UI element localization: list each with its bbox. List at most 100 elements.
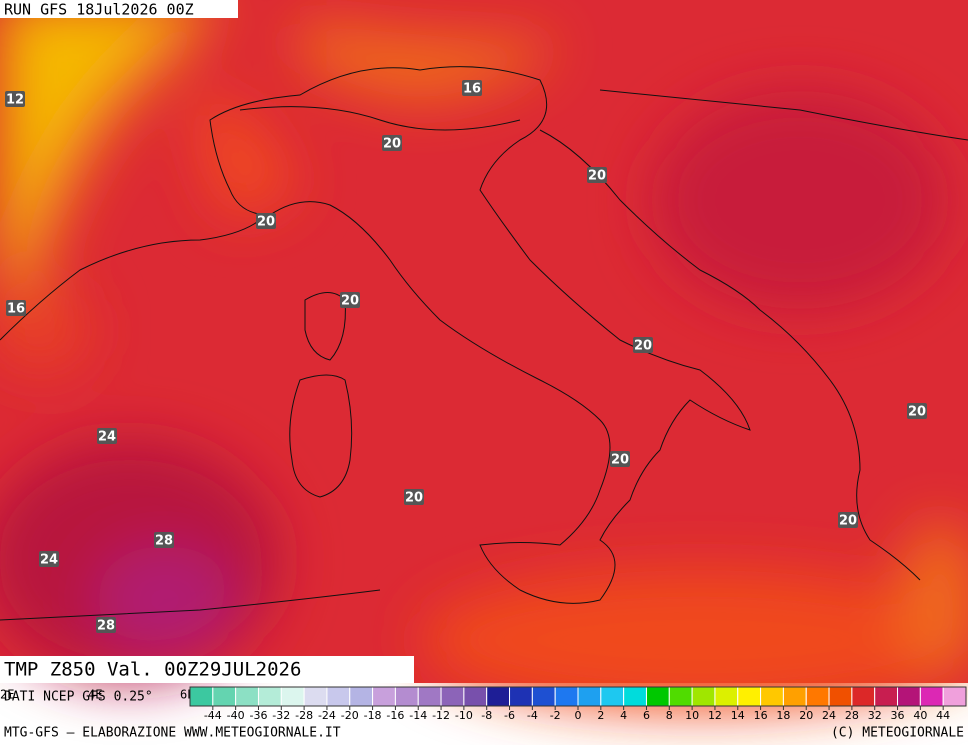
legend-tick-label: 10 — [685, 709, 699, 722]
contour-label-bg — [5, 91, 25, 107]
temperature-field — [0, 0, 968, 710]
contour-label-bg — [6, 300, 26, 316]
contour-label-bg — [340, 292, 360, 308]
contour-label: 24 — [98, 430, 116, 445]
legend-tick-label: 32 — [868, 709, 882, 722]
legend-swatch — [531, 686, 556, 707]
legend-tick-label: -18 — [364, 709, 382, 722]
legend-tick-label: -14 — [409, 709, 427, 722]
legend-tick-label: 8 — [666, 709, 673, 722]
legend-swatch — [394, 686, 419, 707]
field-box — [0, 656, 414, 683]
contour-label-bg — [404, 489, 424, 505]
legend-swatch — [189, 686, 214, 707]
contour-label: 16 — [7, 302, 25, 317]
legend-swatch — [714, 686, 739, 707]
legend-swatch — [509, 686, 533, 707]
contour-label: 20 — [383, 137, 401, 152]
contour-label-bg — [96, 617, 116, 633]
legend-swatch — [942, 686, 967, 707]
legend-tick-label: 20 — [799, 709, 813, 722]
legend-tick-label: 24 — [822, 709, 836, 722]
legend-tick-label: 4 — [620, 709, 627, 722]
contour-label: 12 — [6, 93, 24, 108]
legend-swatch — [782, 686, 807, 707]
contour-label-bg — [382, 135, 402, 151]
contour-label-bg — [39, 551, 59, 567]
contour-label: 20 — [634, 339, 652, 354]
axis-label: 4E — [88, 688, 102, 702]
run-box — [0, 0, 238, 18]
legend-swatch — [668, 686, 693, 707]
contour-label: 20 — [839, 514, 857, 529]
legend-tick-label: -24 — [318, 709, 336, 722]
legend-tick-label: -32 — [272, 709, 290, 722]
legend-tick-label: -12 — [432, 709, 450, 722]
legend-tick-label: 16 — [754, 709, 768, 722]
footer-left: MTG-GFS — ELABORAZIONE WWW.METEOGIORNALE… — [4, 726, 341, 741]
legend-tick-label: 12 — [708, 709, 722, 722]
contour-label: 20 — [611, 453, 629, 468]
legend-swatch — [645, 686, 670, 707]
legend-swatch — [577, 686, 602, 707]
legend-swatch — [349, 686, 374, 707]
contour-label: 20 — [257, 215, 275, 230]
legend-tick-label: 6 — [643, 709, 650, 722]
legend-tick-label: -28 — [295, 709, 313, 722]
footer-right: (C) METEOGIORNALE — [831, 726, 964, 741]
legend-swatch — [372, 686, 396, 707]
legend-tick-label: -8 — [481, 709, 492, 722]
contour-label-bg — [907, 403, 927, 419]
contour-label-bg — [154, 532, 174, 548]
legend-swatch — [235, 686, 259, 707]
legend-swatch — [463, 686, 488, 707]
run-label: RUN GFS 18Jul2026 00Z — [4, 1, 194, 19]
legend-tick-label: 14 — [731, 709, 745, 722]
legend-swatch — [919, 686, 944, 707]
axis-label: 2E — [0, 688, 14, 702]
contour-label: 16 — [463, 82, 481, 97]
legend-tick-label: 0 — [575, 709, 582, 722]
legend-swatch — [326, 686, 351, 707]
contour-label-bg — [462, 80, 482, 96]
contour-label: 20 — [341, 294, 359, 309]
legend-swatch — [303, 686, 328, 707]
contour-label: 28 — [155, 534, 173, 549]
legend-swatch — [212, 686, 237, 707]
contour-label-bg — [256, 213, 276, 229]
legend-tick-label: 40 — [913, 709, 927, 722]
legend-swatch — [554, 686, 579, 707]
legend-tick-label: 18 — [776, 709, 790, 722]
legend-swatch — [760, 686, 784, 707]
legend-tick-label: -6 — [504, 709, 515, 722]
legend-swatch — [691, 686, 716, 707]
contour-label: 20 — [405, 491, 423, 506]
contour-label-bg — [97, 428, 117, 444]
legend-swatch — [737, 686, 762, 707]
legend-tick-label: -40 — [227, 709, 245, 722]
contour-label-bg — [633, 337, 653, 353]
contour-label-bg — [838, 512, 858, 528]
legend-swatch — [280, 686, 305, 707]
field-label: TMP Z850 Val. 00Z29JUL2026 — [4, 659, 301, 681]
legend-swatch — [805, 686, 830, 707]
legend-tick-label: 44 — [936, 709, 950, 722]
legend-swatch — [257, 686, 282, 707]
legend-tick-label: -36 — [249, 709, 267, 722]
contour-label: 28 — [97, 619, 115, 634]
legend-swatch — [417, 686, 442, 707]
legend-swatch — [897, 686, 921, 707]
contour-label: 24 — [40, 553, 58, 568]
legend-tick-label: -2 — [550, 709, 561, 722]
color-legend: -44 -40 -36 -32 -28 -24 -20 -18 -16 -14 -12 -10 -8 -6… — [189, 686, 967, 722]
legend-tick-label: 28 — [845, 709, 859, 722]
contour-label: 20 — [908, 405, 926, 420]
coastlines — [0, 66, 968, 621]
legend-tick-label: -16 — [386, 709, 404, 722]
legend-tick-label: 2 — [597, 709, 604, 722]
source-label: DATI NCEP GFS 0.25° — [4, 690, 153, 705]
contour-labels: 12 16 16 20 20 20 20 20 20 20 20 20 24 24 28 28 — [5, 80, 927, 634]
legend-swatch — [600, 686, 625, 707]
legend-swatch — [828, 686, 853, 707]
